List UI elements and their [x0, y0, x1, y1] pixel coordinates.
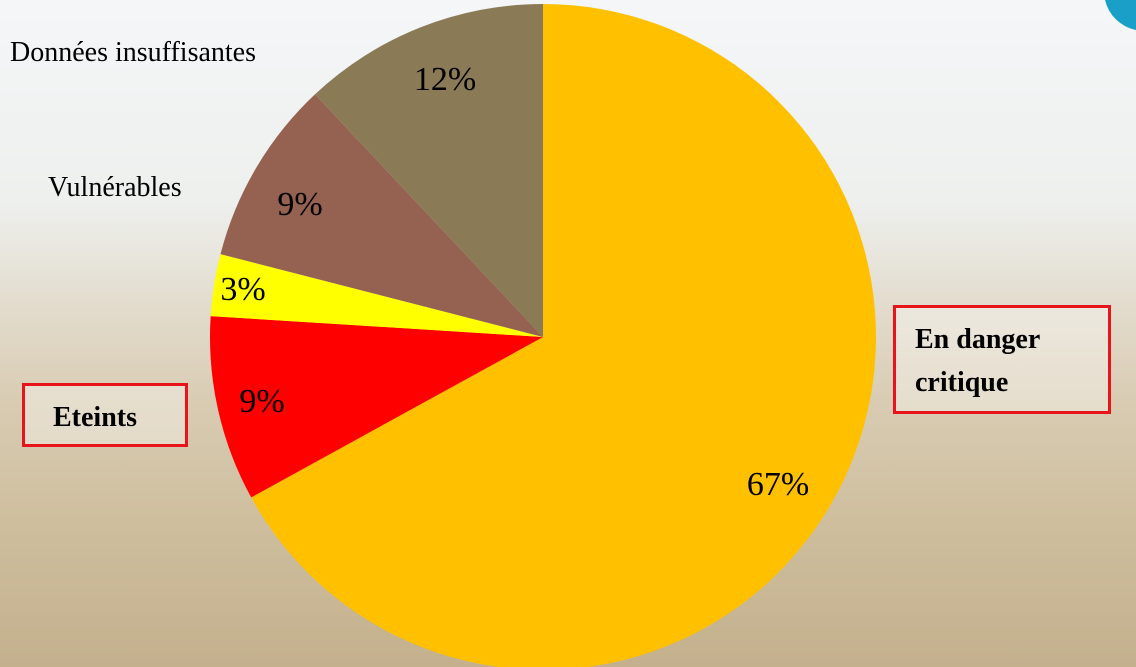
data-label: 67%: [747, 466, 809, 503]
category-label: Données insuffisantes: [10, 31, 256, 74]
page: {"chart_data": {"type": "pie", "categori…: [0, 0, 1136, 667]
data-label: 3%: [220, 271, 265, 308]
category-label-highlighted: Eteints: [22, 383, 188, 447]
data-label: 9%: [239, 383, 284, 420]
logo-fragment: [1105, 0, 1136, 30]
data-label: 9%: [277, 186, 322, 223]
data-label: 12%: [414, 61, 476, 98]
category-label: Vulnérables: [48, 166, 182, 209]
category-label-highlighted: En danger critique: [893, 305, 1111, 414]
